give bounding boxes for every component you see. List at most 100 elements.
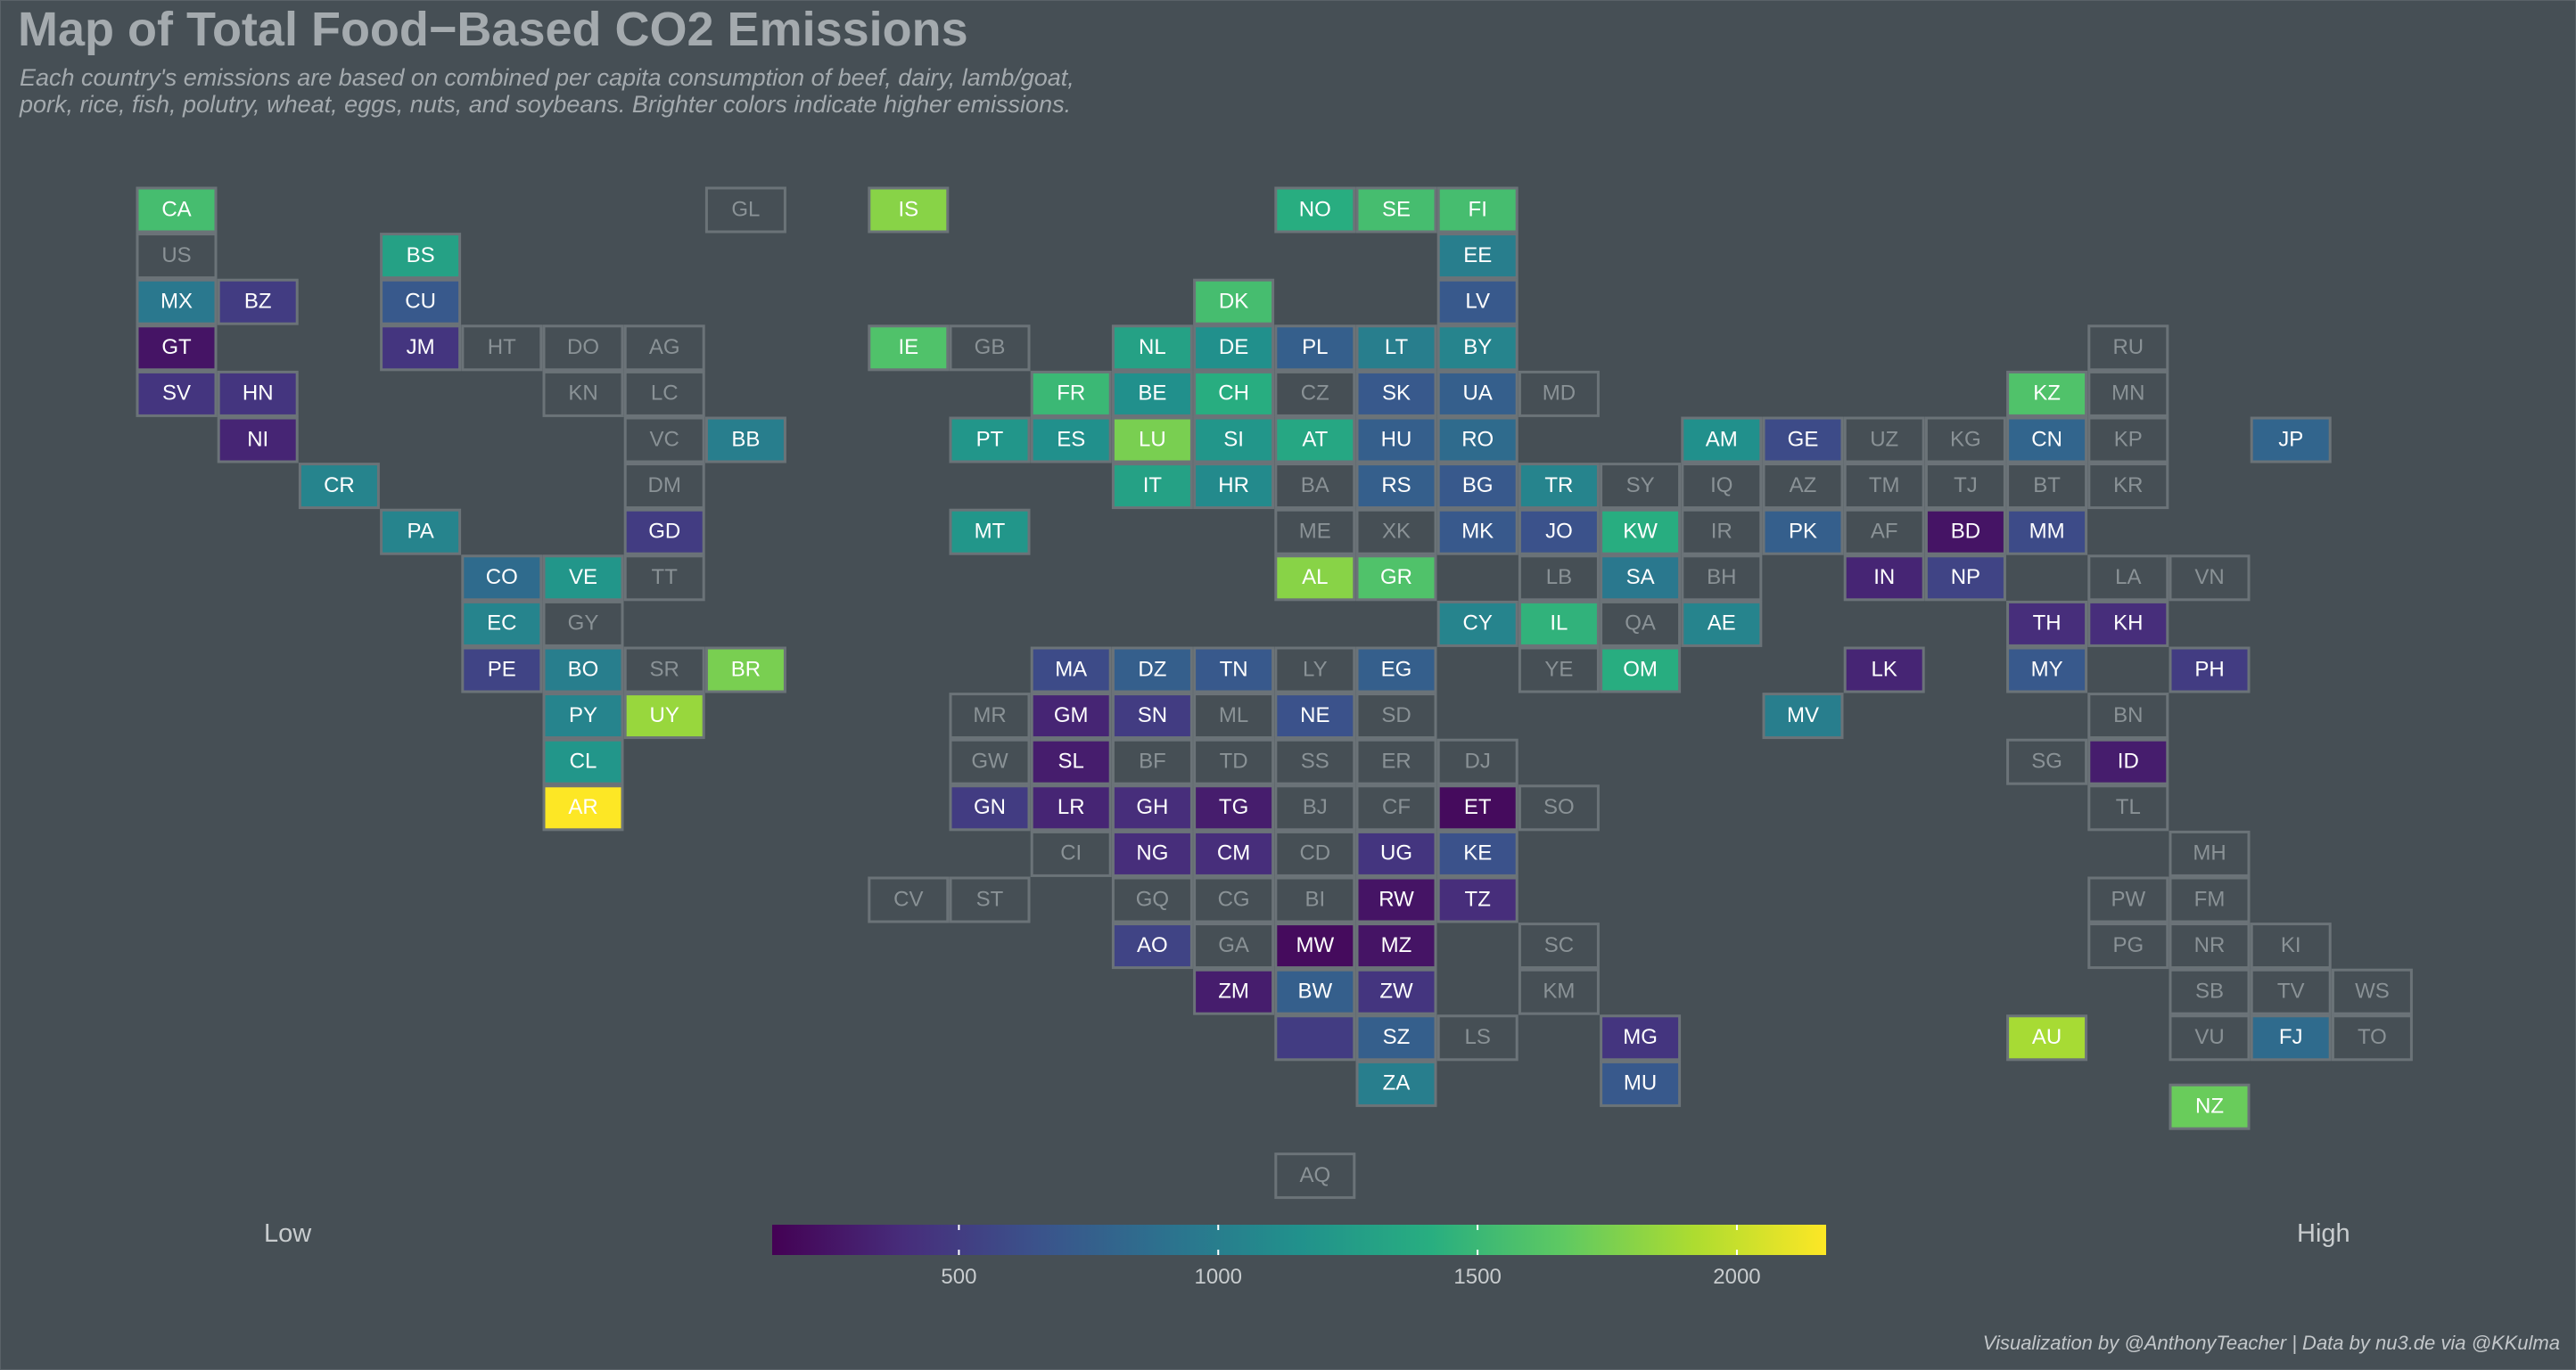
tile-rect: [1274, 784, 1356, 832]
tile-label: SI: [1223, 427, 1244, 451]
tile-label: NG: [1136, 841, 1168, 865]
tile-cz: CZ: [1274, 370, 1356, 417]
tile-tg: TG: [1193, 784, 1275, 832]
tile-rect: [136, 186, 218, 234]
tile-to: TO: [2331, 1014, 2413, 1062]
tile-label: JO: [1545, 520, 1573, 544]
tile-lt: LT: [1355, 324, 1437, 372]
tile-rect: [2087, 554, 2169, 602]
tile-rect: [1111, 830, 1193, 877]
tile-rect: [1274, 370, 1356, 417]
tile-label: LC: [651, 381, 679, 406]
tile-label: AU: [2032, 1025, 2062, 1049]
tile-gt: GT: [136, 324, 218, 372]
tile-ir: IR: [1681, 508, 1763, 555]
tile-label: TO: [2358, 1025, 2387, 1049]
tile-label: NP: [1951, 565, 1980, 589]
tile-ml: ML: [1193, 693, 1275, 740]
tile-rect: [2169, 923, 2251, 970]
tile-sn: SN: [1111, 693, 1193, 740]
tile-rect: [1111, 463, 1193, 510]
tile-mx: MX: [136, 278, 218, 325]
tile-rect: [2169, 1083, 2251, 1130]
tile-rect: [1762, 463, 1844, 510]
tile-iq: IQ: [1681, 463, 1763, 510]
tile-it: IT: [1111, 463, 1193, 510]
tile-label: SL: [1058, 750, 1084, 774]
tile-bw: BW: [1274, 968, 1356, 1015]
tile-rect: [1355, 876, 1437, 923]
tile-ec: EC: [461, 600, 543, 647]
tile-do: DO: [542, 324, 624, 372]
tile-label: BA: [1301, 473, 1329, 497]
tile-rect: [1355, 416, 1437, 464]
chart-subtitle-line-1: Each country's emissions are based on co…: [20, 64, 1074, 91]
tile-label: IQ: [1710, 473, 1732, 497]
tile-label: NL: [1139, 335, 1166, 359]
tile-pg: PG: [2087, 923, 2169, 970]
tile-rect: [1193, 324, 1275, 372]
tile-rect: [1111, 693, 1193, 740]
tile-label: KH: [2113, 611, 2143, 636]
tile-no: NO: [1274, 186, 1356, 234]
tile-label: ZW: [1379, 980, 1413, 1004]
tile-rect: [1762, 416, 1844, 464]
tile-pe: PE: [461, 646, 543, 693]
tile-label: SC: [1544, 933, 1574, 957]
tile-rect: [1274, 508, 1356, 555]
tile-ls: LS: [1436, 1014, 1518, 1062]
tile-dz: DZ: [1111, 646, 1193, 693]
tile-label: ZA: [1383, 1071, 1411, 1095]
tile-rect: [1193, 968, 1275, 1015]
tile-rect: [1111, 738, 1193, 785]
tile-rect: [1193, 923, 1275, 970]
tile-label: MT: [975, 520, 1006, 544]
tile-ng: NG: [1111, 830, 1193, 877]
tile-label: EC: [487, 611, 516, 636]
tile-mu: MU: [1600, 1060, 1682, 1107]
tile-rect: [1436, 324, 1518, 372]
tile-jm: JM: [380, 324, 462, 372]
tile-label: CZ: [1301, 381, 1329, 406]
tile-rect: [1762, 693, 1844, 740]
tile-label: BY: [1463, 335, 1492, 359]
tile-rect: [2169, 830, 2251, 877]
tile-label: XK: [1382, 520, 1411, 544]
tile-label: GY: [568, 611, 599, 636]
tile-label: VN: [2194, 565, 2224, 589]
tile-rect: [1193, 784, 1275, 832]
tile-hu: HU: [1355, 416, 1437, 464]
tile-zm: ZM: [1193, 968, 1275, 1015]
tile-label: WS: [2355, 980, 2390, 1004]
tile-bt: BT: [2006, 463, 2088, 510]
country-tiles: CA US MX BZ GT SV HN NI CR PA BS CU JM HT DO AG KN LC VC BB…: [136, 186, 2413, 1200]
tile-label: CL: [570, 750, 597, 774]
tile-gr: GR: [1355, 554, 1437, 602]
tile-label: UA: [1463, 381, 1493, 406]
tile-af: AF: [1843, 508, 1925, 555]
tile-rect: [1518, 968, 1600, 1015]
tile-label: TH: [2033, 611, 2062, 636]
tile-jp: JP: [2250, 416, 2332, 464]
tile-label: SG: [2031, 750, 2062, 774]
tile-aq: AQ: [1274, 1153, 1356, 1200]
tile-dk: DK: [1193, 278, 1275, 325]
tile-ar: AR: [542, 784, 624, 832]
tile-rect: [2250, 1014, 2332, 1062]
tile-rect: [2087, 416, 2169, 464]
tile-ge: GE: [1762, 416, 1844, 464]
tile-rect: [949, 784, 1031, 832]
tile-label: CA: [161, 197, 191, 221]
tile-az: AZ: [1762, 463, 1844, 510]
tile-rect: [2087, 324, 2169, 372]
tile-rect: [1436, 738, 1518, 785]
tile-label: PW: [2111, 887, 2145, 911]
tile-label: SE: [1382, 197, 1411, 221]
tile-label: FR: [1057, 381, 1085, 406]
tile-rect: [380, 508, 462, 555]
legend-tick-label: 1000: [1195, 1265, 1242, 1289]
tile-nr: NR: [2169, 923, 2251, 970]
tile-label: KR: [2113, 473, 2143, 497]
tile-label: UG: [1380, 841, 1412, 865]
tile-label: AT: [1302, 427, 1328, 451]
